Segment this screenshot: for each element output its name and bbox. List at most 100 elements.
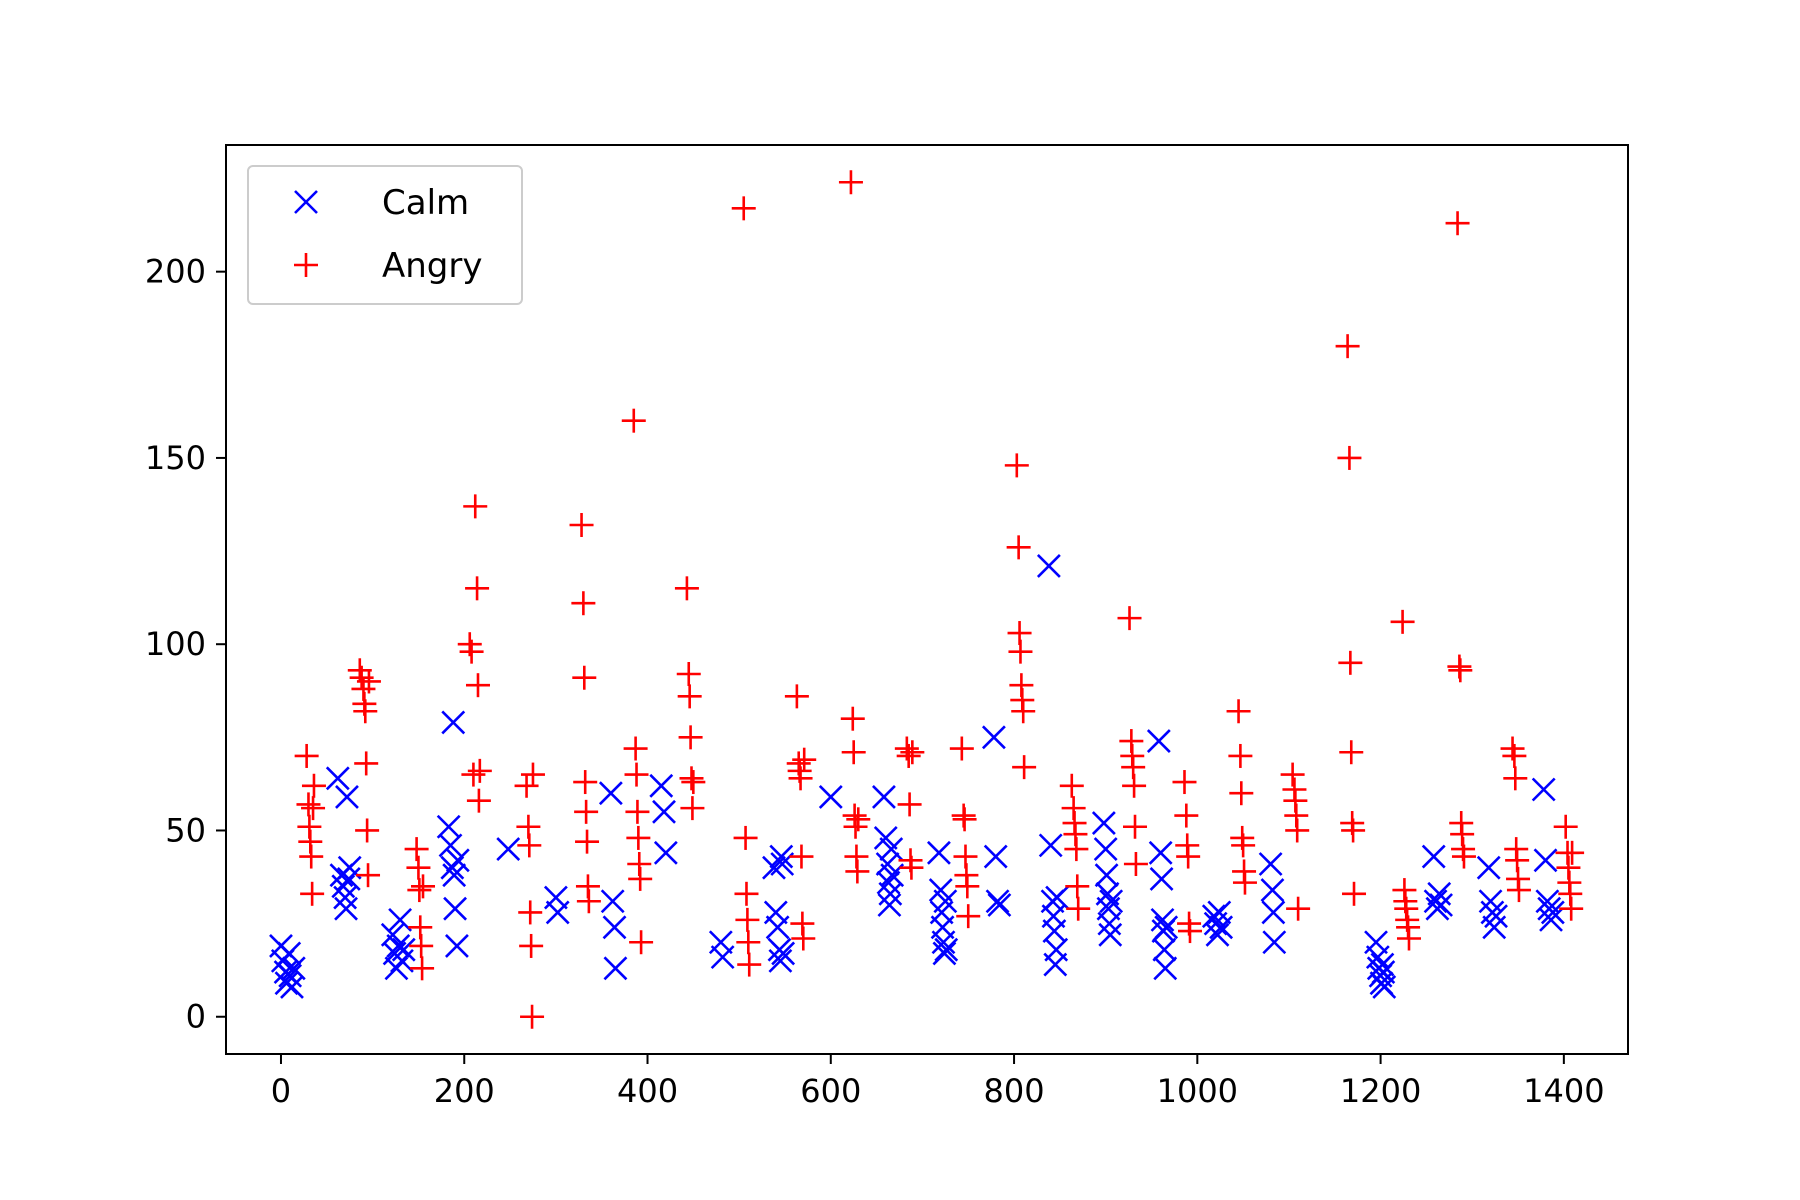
data-point-calm-stroke <box>443 896 468 921</box>
data-point-calm <box>1262 930 1287 955</box>
data-point-angry <box>1011 699 1036 724</box>
data-point-calm <box>872 785 896 809</box>
data-point-angry <box>411 874 436 899</box>
data-point-calm-stroke <box>653 840 678 865</box>
data-point-calm <box>1042 919 1067 943</box>
data-point-calm <box>1484 904 1508 929</box>
data-point-angry <box>1445 211 1470 236</box>
data-point-calm-stroke <box>1038 833 1063 858</box>
data-point-calm-stroke <box>1042 919 1067 943</box>
data-point-angry <box>896 743 921 768</box>
data-point-angry <box>1012 755 1037 780</box>
data-point-angry <box>465 576 490 601</box>
data-point-angry <box>407 878 432 903</box>
data-point-angry <box>629 930 654 955</box>
data-point-angry <box>731 196 756 221</box>
data-point-calm <box>391 937 416 962</box>
data-point-angry <box>572 665 597 690</box>
data-point-calm-stroke <box>879 837 904 862</box>
data-point-calm-stroke <box>1372 975 1397 999</box>
data-point-angry <box>956 904 981 929</box>
data-point-calm-stroke <box>1261 900 1286 925</box>
data-point-angry <box>1451 844 1476 869</box>
legend-label: Angry <box>382 246 483 286</box>
data-point-angry <box>677 684 702 709</box>
data-point-angry <box>791 926 816 951</box>
data-point-angry <box>1228 743 1253 768</box>
data-point-angry <box>1232 870 1257 895</box>
data-point-angry <box>1338 650 1363 675</box>
data-point-angry <box>1172 770 1197 795</box>
data-point-calm-stroke <box>1478 889 1503 914</box>
data-point-calm <box>281 956 306 981</box>
data-point-calm <box>1152 937 1177 962</box>
data-point-calm <box>1539 907 1563 932</box>
data-point-calm <box>1531 777 1556 802</box>
data-point-calm-stroke <box>934 937 959 962</box>
data-point-angry <box>1117 606 1142 631</box>
data-point-angry <box>949 736 974 761</box>
data-point-calm <box>771 941 796 966</box>
data-point-calm-stroke <box>1148 840 1173 865</box>
data-point-calm-stroke <box>388 907 413 932</box>
data-point-angry <box>1339 740 1364 765</box>
data-point-calm <box>598 781 623 806</box>
x-axis: 0 200 400 600 800 1000 1200 1400 <box>271 1054 1605 1110</box>
data-point-calm-stroke <box>1044 937 1069 962</box>
data-point-angry <box>735 907 760 932</box>
data-point-calm <box>1150 907 1175 932</box>
data-point-angry <box>465 673 490 698</box>
data-point-calm-stroke <box>438 833 463 858</box>
data-point-calm <box>765 915 790 940</box>
data-point-calm <box>1097 911 1122 936</box>
data-point-calm-stroke <box>876 870 901 895</box>
data-point-calm-stroke <box>545 900 570 925</box>
x-tick-label: 1000 <box>1157 1072 1238 1110</box>
data-point-calm-stroke <box>1262 930 1287 955</box>
legend-marker-calm <box>294 190 318 214</box>
data-point-calm <box>873 826 898 850</box>
data-point-calm-stroke <box>1152 937 1177 962</box>
data-point-angry <box>845 859 870 884</box>
data-point-calm-stroke <box>1535 889 1560 914</box>
data-point-calm-stroke <box>987 893 1012 917</box>
data-point-angry <box>409 933 434 958</box>
data-point-calm-stroke <box>1093 837 1118 862</box>
data-point-calm <box>1261 900 1286 925</box>
data-point-calm-stroke <box>325 766 350 791</box>
data-point-calm-stroke <box>765 915 790 940</box>
data-point-calm <box>932 941 957 966</box>
data-point-calm <box>1260 878 1285 903</box>
data-point-angry <box>1231 833 1256 858</box>
data-point-angry <box>519 933 544 958</box>
legend-box <box>247 165 523 305</box>
data-point-calm <box>1044 937 1069 962</box>
data-point-angry <box>1448 658 1473 683</box>
data-point-calm <box>1036 554 1061 578</box>
data-point-angry <box>841 740 866 765</box>
data-point-calm <box>600 889 625 914</box>
data-point-calm-stroke <box>872 785 896 809</box>
data-point-calm-stroke <box>818 785 843 809</box>
data-point-calm <box>1146 729 1171 753</box>
data-point-calm-stroke <box>926 840 951 865</box>
data-point-calm <box>653 840 678 865</box>
data-point-angry <box>353 699 378 724</box>
data-point-calm-stroke <box>1476 855 1501 880</box>
data-point-calm-stroke <box>1091 811 1116 835</box>
data-point-angry <box>463 494 488 519</box>
data-point-angry <box>789 844 814 869</box>
data-point-calm <box>436 814 461 839</box>
data-point-calm-stroke <box>769 844 794 869</box>
data-point-angry <box>575 829 600 854</box>
data-point-angry <box>355 818 380 843</box>
data-point-angry <box>1506 878 1531 903</box>
data-point-calm-stroke <box>445 848 470 873</box>
legend-item-calm: Calm <box>294 183 469 223</box>
data-point-calm-stroke <box>1533 848 1558 873</box>
data-point-angry <box>838 170 863 195</box>
data-point-angry <box>1390 609 1415 634</box>
data-point-calm <box>1540 900 1565 925</box>
data-point-calm <box>325 766 350 791</box>
data-point-calm-stroke <box>334 896 358 921</box>
